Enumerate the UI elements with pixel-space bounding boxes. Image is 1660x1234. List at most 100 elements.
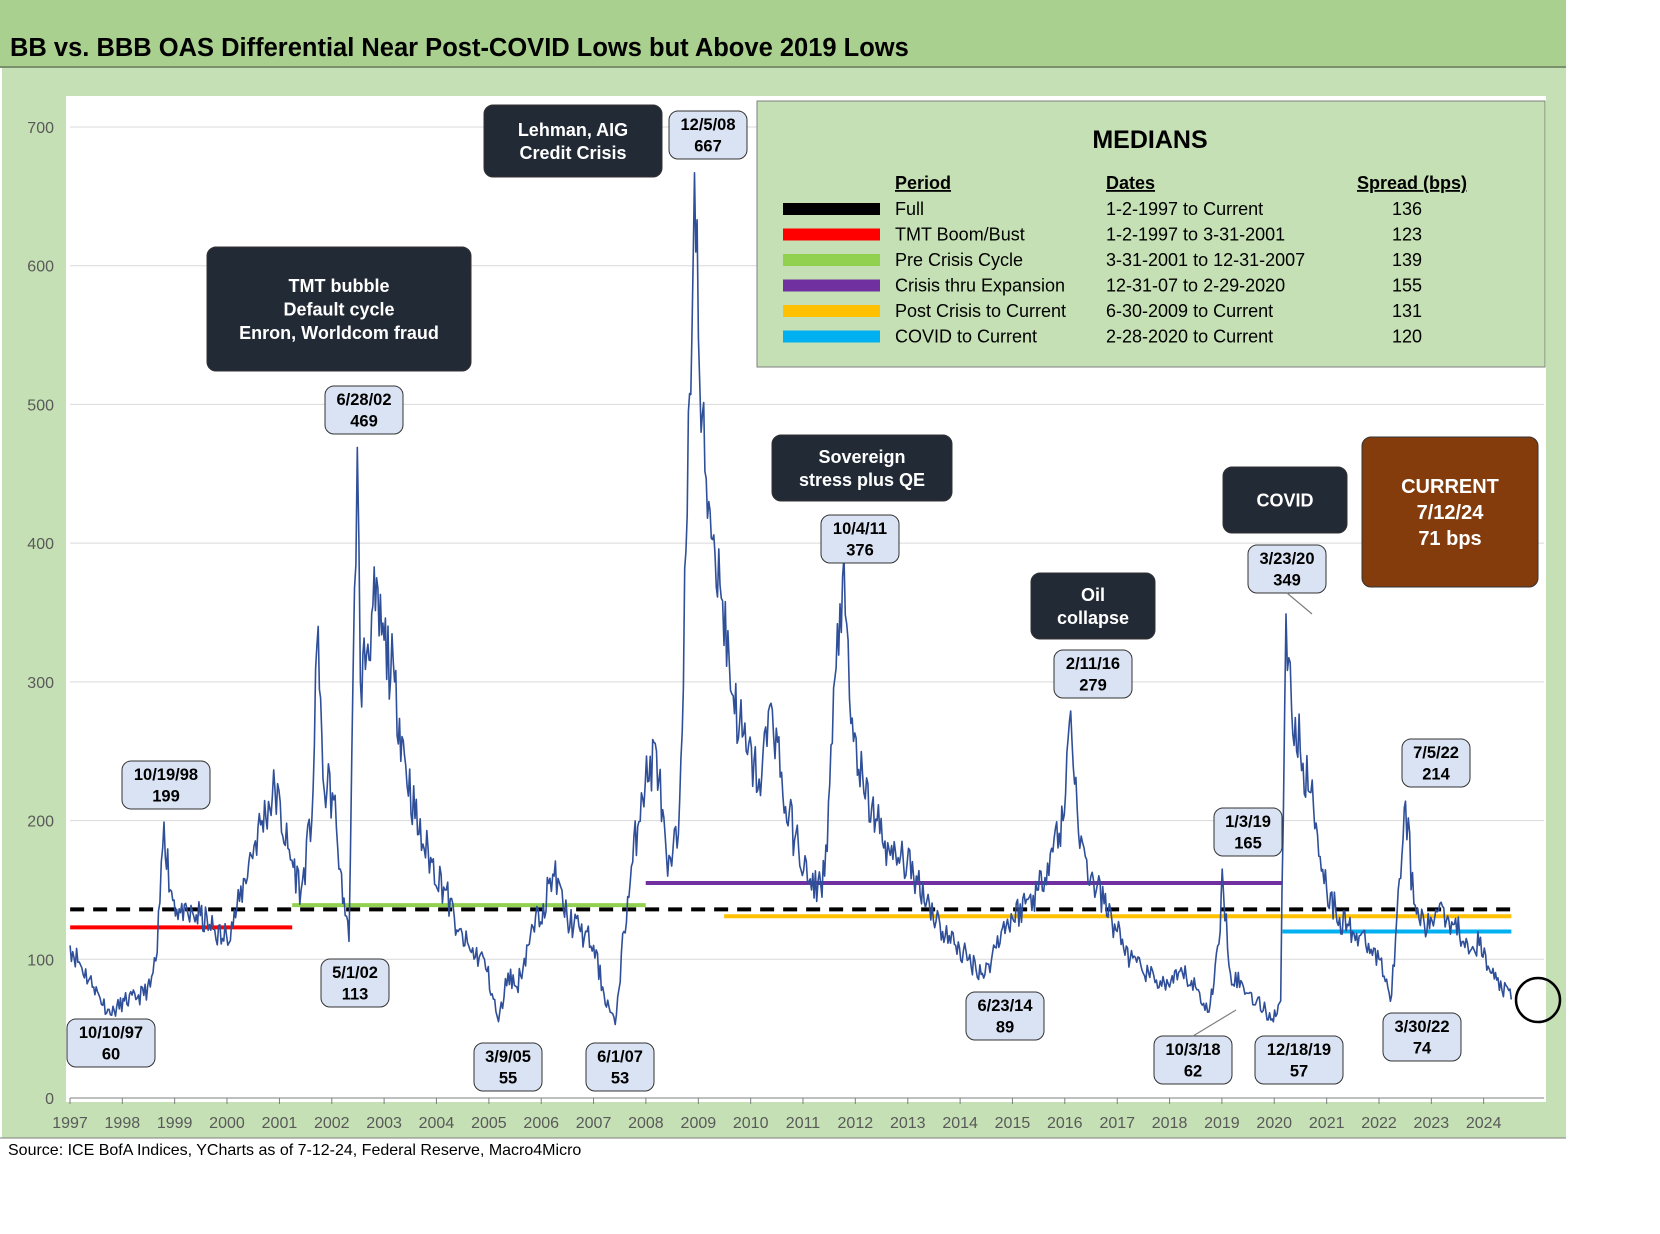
point-label-text: 10/19/98 xyxy=(134,766,198,784)
event-label-text: Credit Crisis xyxy=(519,143,626,163)
point-label-box xyxy=(965,991,1045,1041)
point-label-text: 60 xyxy=(102,1046,120,1064)
x-tick-label: 2001 xyxy=(262,1115,298,1132)
point-label-text: 89 xyxy=(996,1019,1014,1037)
point-label-text: 279 xyxy=(1079,677,1107,695)
medians-row-spread: 120 xyxy=(1392,327,1422,347)
point-label-box xyxy=(1053,649,1133,699)
medians-row-spread: 139 xyxy=(1392,250,1422,270)
event-label-box xyxy=(483,104,663,178)
medians-row-period: COVID to Current xyxy=(895,327,1037,347)
median-lines xyxy=(70,880,1512,934)
event-label-text: Default cycle xyxy=(283,299,394,319)
medians-row-dates: 1-2-1997 to 3-31-2001 xyxy=(1106,225,1285,245)
medians-row-spread: 123 xyxy=(1392,225,1422,245)
point-label: 2/11/16 279 xyxy=(1053,649,1133,699)
medians-header-period: Period xyxy=(895,173,951,193)
medians-row-dates: 3-31-2001 to 12-31-2007 xyxy=(1106,250,1305,270)
point-label-text: 57 xyxy=(1290,1063,1308,1081)
x-tick-label: 2021 xyxy=(1309,1115,1345,1132)
x-tick-label: 2010 xyxy=(733,1115,769,1132)
point-label-text: 3/30/22 xyxy=(1394,1018,1449,1036)
point-label-text: 12/5/08 xyxy=(680,116,735,134)
header-bar xyxy=(0,0,1566,66)
point-label-text: 6/23/14 xyxy=(977,997,1033,1015)
point-label-box xyxy=(1401,738,1471,788)
current-callout-text: 71 bps xyxy=(1418,528,1481,550)
point-label-text: 2/11/16 xyxy=(1066,655,1120,673)
point-label: 12/18/19 57 xyxy=(1254,1035,1344,1085)
y-tick-label: 0 xyxy=(45,1091,54,1108)
x-tick-label: 2022 xyxy=(1361,1115,1397,1132)
x-tick-label: 2014 xyxy=(942,1115,978,1132)
x-tick-label: 2016 xyxy=(1047,1115,1083,1132)
x-tick-label: 1998 xyxy=(105,1115,141,1132)
point-label-text: 74 xyxy=(1413,1040,1432,1058)
source-note: Source: ICE BofA Indices, YCharts as of … xyxy=(8,1142,581,1159)
event-label-text: Sovereign xyxy=(818,447,905,467)
medians-swatch xyxy=(783,228,880,241)
current-callout-text: CURRENT xyxy=(1401,476,1499,498)
y-tick-label: 700 xyxy=(27,120,54,137)
event-label: Lehman, AIG Credit Crisis xyxy=(483,104,663,178)
point-label-box xyxy=(1254,1035,1344,1085)
point-label-text: 53 xyxy=(611,1070,629,1088)
x-tick-label: 2003 xyxy=(366,1115,402,1132)
y-tick-label: 600 xyxy=(27,259,54,276)
medians-swatch xyxy=(783,330,880,343)
point-label-box xyxy=(1382,1012,1462,1062)
point-label-text: 199 xyxy=(152,788,180,806)
point-label-text: 6/1/07 xyxy=(597,1048,643,1066)
event-label-box xyxy=(206,246,472,372)
medians-row-dates: 12-31-07 to 2-29-2020 xyxy=(1106,276,1285,296)
point-label: 10/4/11 376 xyxy=(820,514,900,564)
event-label: Sovereign stress plus QE xyxy=(771,434,953,502)
x-tick-label: 1999 xyxy=(157,1115,193,1132)
point-label-text: 6/28/02 xyxy=(336,391,391,409)
x-tick-label: 2008 xyxy=(628,1115,664,1132)
point-label: 6/23/14 89 xyxy=(965,991,1045,1041)
point-label: 10/10/97 60 xyxy=(66,1018,156,1068)
medians-table-box xyxy=(756,100,1546,368)
point-label-text: 55 xyxy=(499,1070,517,1088)
medians-row-period: TMT Boom/Bust xyxy=(895,225,1025,245)
point-label: 6/1/07 53 xyxy=(585,1042,655,1092)
x-tick-label: 2007 xyxy=(576,1115,612,1132)
event-label-text: Lehman, AIG xyxy=(518,120,628,140)
point-label: 3/30/22 74 xyxy=(1382,1012,1462,1062)
medians-row-spread: 131 xyxy=(1392,301,1422,321)
x-tick-label: 1997 xyxy=(52,1115,88,1132)
medians-swatch xyxy=(783,279,880,292)
point-label-text: 113 xyxy=(342,986,369,1004)
medians-title: MEDIANS xyxy=(1092,126,1207,154)
point-label: 6/28/02 469 xyxy=(324,385,404,435)
point-label-text: 62 xyxy=(1184,1063,1202,1081)
point-label: 7/5/22 214 xyxy=(1401,738,1471,788)
point-label-text: 1/3/19 xyxy=(1225,813,1271,831)
point-label-text: 165 xyxy=(1234,835,1262,853)
medians-table: MEDIANS Period Dates Spread (bps) Full 1-2-19… xyxy=(756,100,1546,368)
event-label-box xyxy=(1222,466,1348,534)
leader-line xyxy=(1286,592,1313,615)
chart-title: BB vs. BBB OAS Differential Near Post-CO… xyxy=(10,34,909,62)
y-tick-label: 100 xyxy=(27,952,54,969)
current-callout-box xyxy=(1361,436,1539,588)
medians-header-dates: Dates xyxy=(1106,173,1155,193)
medians-row-period: Full xyxy=(895,199,924,219)
medians-row-dates: 6-30-2009 to Current xyxy=(1106,301,1273,321)
x-tick-label: 2004 xyxy=(419,1115,455,1132)
point-label-text: 10/10/97 xyxy=(79,1024,143,1042)
medians-row-dates: 1-2-1997 to Current xyxy=(1106,199,1263,219)
point-label-text: 667 xyxy=(694,138,722,156)
x-tick-label: 2020 xyxy=(1256,1115,1292,1132)
series-line xyxy=(69,172,1513,1026)
x-tick-label: 2005 xyxy=(471,1115,507,1132)
x-tick-label: 2019 xyxy=(1204,1115,1240,1132)
event-label: COVID xyxy=(1222,466,1348,534)
y-tick-label: 400 xyxy=(27,536,54,553)
point-label-text: 10/4/11 xyxy=(833,520,887,538)
x-tick-label: 2018 xyxy=(1152,1115,1188,1132)
medians-row-spread: 136 xyxy=(1392,199,1422,219)
x-tick-label: 2017 xyxy=(1099,1115,1135,1132)
